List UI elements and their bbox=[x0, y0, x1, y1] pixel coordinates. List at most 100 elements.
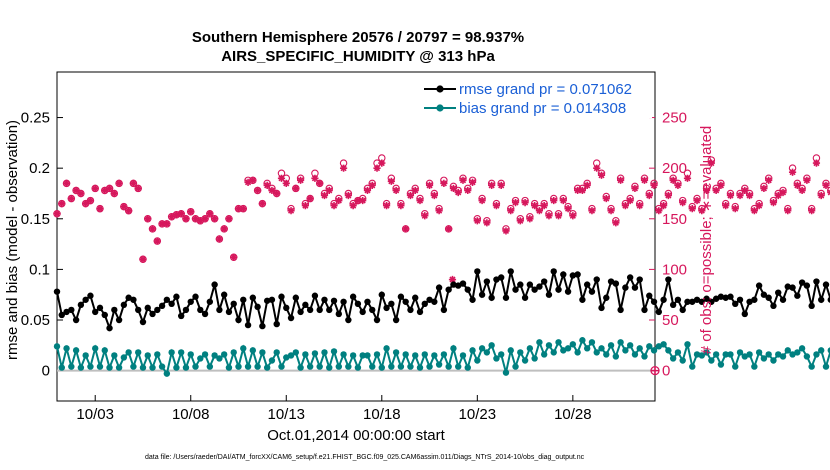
obs-evaluated-point bbox=[464, 186, 472, 195]
rmse-point bbox=[703, 295, 710, 302]
obs-evaluated-point bbox=[430, 191, 438, 200]
rmse-point bbox=[775, 289, 782, 296]
obs-evaluated-point bbox=[182, 215, 190, 223]
chart-title-line2: AIRS_SPECIFIC_HUMIDITY @ 313 hPa bbox=[221, 48, 495, 65]
rmse-point bbox=[521, 294, 529, 301]
rmse-point bbox=[378, 291, 385, 298]
obs-evaluated-point bbox=[808, 207, 816, 215]
rmse-point bbox=[693, 296, 701, 303]
rmse-point bbox=[583, 281, 591, 288]
legend-rmse-marker bbox=[436, 85, 444, 93]
obs-evaluated-point bbox=[330, 202, 338, 210]
obs-evaluated-point bbox=[607, 207, 615, 215]
obs-evaluated-point bbox=[67, 194, 75, 203]
obs-evaluated-point bbox=[626, 196, 634, 205]
rmse-point bbox=[488, 294, 495, 301]
y-right-tick-label: 100 bbox=[662, 261, 687, 278]
obs-evaluated-point bbox=[521, 198, 529, 207]
obs-evaluated-point bbox=[473, 217, 481, 225]
rmse-point bbox=[412, 294, 419, 301]
obs-evaluated-point bbox=[344, 191, 352, 200]
bias-point bbox=[431, 352, 438, 359]
obs-evaluated-point bbox=[440, 179, 448, 187]
bias-point bbox=[703, 349, 710, 356]
bias-point bbox=[340, 351, 347, 358]
bias-point bbox=[154, 351, 161, 358]
bias-point bbox=[149, 364, 156, 371]
bias-point bbox=[669, 355, 677, 362]
rmse-point bbox=[216, 306, 223, 314]
obs-evaluated-point bbox=[478, 196, 486, 205]
bias-point bbox=[517, 349, 524, 356]
obs-evaluated-point bbox=[296, 176, 305, 184]
obs-evaluated-point bbox=[722, 202, 730, 210]
rmse-point bbox=[435, 284, 443, 291]
rmse-point bbox=[158, 302, 166, 310]
rmse-point bbox=[641, 306, 648, 314]
rmse-point bbox=[268, 296, 276, 303]
bias-point bbox=[359, 352, 366, 359]
bias-point bbox=[435, 361, 443, 368]
rmse-point bbox=[388, 300, 395, 308]
obs-evaluated-point bbox=[258, 200, 266, 208]
obs-evaluated-point bbox=[168, 213, 176, 221]
obs-evaluated-point bbox=[363, 186, 372, 195]
obs-evaluated-point bbox=[640, 176, 649, 184]
obs-evaluated-point bbox=[268, 186, 276, 195]
bias-point bbox=[455, 363, 462, 370]
bias-point bbox=[92, 345, 99, 352]
y-left-tick-label: 0.15 bbox=[21, 211, 50, 228]
obs-evaluated-point bbox=[488, 181, 496, 189]
bias-point bbox=[349, 352, 357, 359]
bias-point bbox=[617, 339, 624, 346]
rmse-point bbox=[287, 314, 295, 322]
rmse-point bbox=[646, 292, 653, 299]
bias-point bbox=[287, 352, 295, 359]
obs-evaluated-point bbox=[531, 202, 539, 210]
rmse-point bbox=[598, 304, 605, 312]
obs-evaluated-point bbox=[445, 225, 453, 233]
bias-point bbox=[120, 354, 128, 361]
rmse-point bbox=[669, 301, 677, 309]
rmse-point bbox=[101, 311, 108, 319]
bias-point bbox=[679, 357, 686, 364]
obs-evaluated-point bbox=[101, 186, 109, 195]
obs-evaluated-point bbox=[187, 208, 195, 216]
rmse-point bbox=[53, 288, 61, 295]
obs-evaluated-point bbox=[745, 191, 754, 200]
obs-evaluated-point bbox=[435, 207, 443, 215]
rmse-point bbox=[230, 300, 237, 308]
rmse-point bbox=[818, 296, 825, 303]
rmse-point bbox=[263, 297, 271, 304]
obs-evaluated-point bbox=[655, 207, 663, 215]
obs-evaluated-point bbox=[105, 184, 114, 193]
rmse-point bbox=[478, 291, 486, 298]
bias-point bbox=[230, 349, 237, 356]
x-tick-label: 10/03 bbox=[76, 406, 114, 423]
bias-point bbox=[373, 351, 381, 358]
rmse-point bbox=[655, 308, 663, 316]
bias-point bbox=[612, 353, 620, 360]
rmse-point bbox=[746, 298, 753, 305]
obs-evaluated-point bbox=[726, 191, 735, 200]
bias-point bbox=[660, 341, 667, 348]
chart-title-line1: Southern Hemisphere 20576 / 20797 = 98.9… bbox=[192, 29, 524, 46]
rmse-point bbox=[574, 271, 581, 278]
rmse-point bbox=[120, 301, 128, 309]
bias-point bbox=[502, 369, 510, 376]
obs-evaluated-point bbox=[636, 202, 644, 210]
rmse-point bbox=[617, 306, 624, 314]
bias-point bbox=[96, 363, 104, 370]
bias-point bbox=[302, 351, 309, 358]
obs-evaluated-point bbox=[249, 176, 257, 184]
rmse-point bbox=[498, 274, 505, 281]
bias-point bbox=[708, 357, 715, 364]
bias-point bbox=[588, 339, 596, 346]
bias-point bbox=[684, 341, 691, 348]
bias-point bbox=[741, 353, 748, 360]
obs-evaluated-point bbox=[354, 196, 362, 205]
obs-evaluated-point bbox=[698, 207, 706, 215]
bias-point bbox=[378, 364, 385, 371]
bias-point bbox=[760, 355, 768, 362]
obs-evaluated-point bbox=[225, 215, 233, 223]
